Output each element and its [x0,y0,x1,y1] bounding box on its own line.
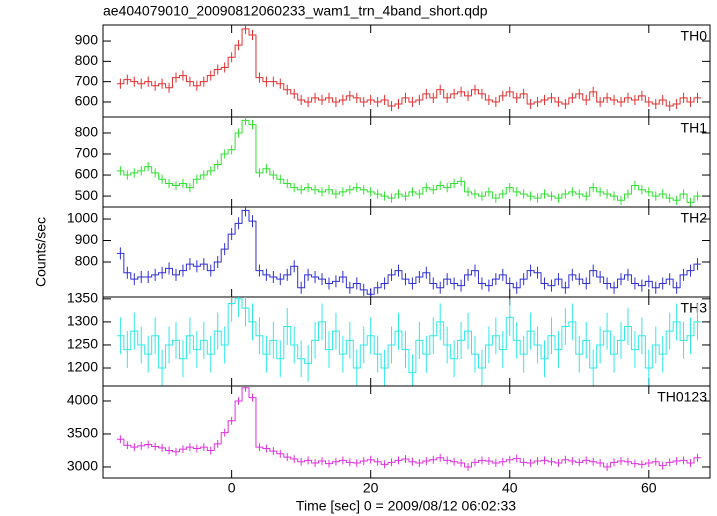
y-tick-label: 4000 [67,392,98,408]
x-tick-label: 20 [363,480,379,496]
y-tick-label: 600 [75,166,99,182]
y-tick-label: 700 [75,72,99,88]
y-tick-label: 700 [75,145,99,161]
data-line [116,387,701,468]
y-tick-label: 1200 [67,359,98,375]
data-line [116,28,701,107]
y-tick-label: 800 [75,253,99,269]
panel-frame [102,116,711,208]
chart-title: ae404079010_20090812060233_wam1_trn_4ban… [103,3,488,19]
y-axis-label: Counts/sec [33,217,49,287]
data-line [116,209,701,295]
y-tick-label: 500 [75,187,99,203]
y-tick-label: 900 [75,32,99,48]
y-tick-label: 800 [75,124,99,140]
y-tick-label: 1300 [67,313,98,329]
panel-frame [102,385,711,479]
panel-frame [102,296,711,387]
panel-frame [102,24,711,118]
data-line [116,119,701,203]
panel-label: TH1 [681,120,708,136]
x-axis-label: Time [sec] 0 = 2009/08/12 06:02:33 [296,498,516,514]
y-tick-label: 3000 [67,458,98,474]
y-tick-label: 3500 [67,425,98,441]
panel-label: TH3 [681,300,708,316]
x-tick-label: 60 [641,480,657,496]
x-tick-label: 0 [228,480,236,496]
y-tick-label: 900 [75,231,99,247]
y-tick-label: 800 [75,52,99,68]
panel-label: TH0123 [657,389,707,405]
y-tick-label: 600 [75,93,99,109]
y-tick-label: 1250 [67,336,98,352]
x-tick-label: 40 [502,480,518,496]
panel-frame [102,206,711,298]
panel-label: TH2 [681,210,708,226]
data-line [116,298,701,374]
y-tick-label: 1350 [67,290,98,306]
y-tick-label: 1000 [67,210,98,226]
panel-label: TH0 [681,28,708,44]
